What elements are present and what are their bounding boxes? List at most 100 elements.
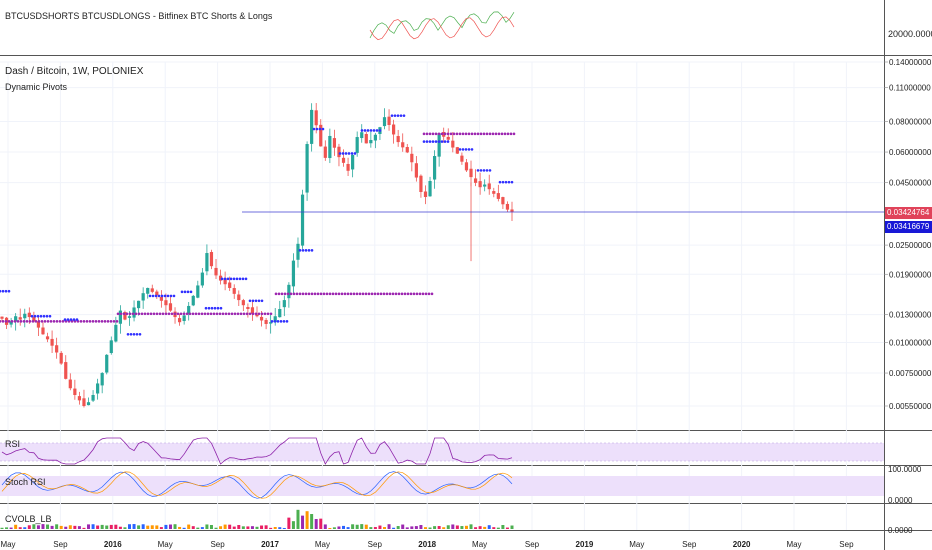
pivot-dot [470, 148, 474, 151]
top-mini-chart [369, 11, 515, 41]
pivot-dot [216, 306, 220, 310]
cvol-bar [360, 524, 364, 529]
x-tick-label: May [315, 540, 330, 549]
cvol-bar [36, 525, 40, 529]
pivot-dot [28, 320, 32, 323]
pivot-dot [245, 312, 249, 316]
pivot-dot [301, 292, 305, 296]
pivot-dot [251, 312, 255, 316]
cvol-bar [428, 527, 432, 529]
candle-body [273, 316, 277, 323]
cvol-bar [510, 525, 514, 529]
pivot-dot [319, 292, 323, 296]
pivot-dot [488, 169, 492, 172]
pivot-dot [233, 312, 237, 316]
candle-body [446, 136, 450, 140]
cvol-bar [178, 526, 182, 529]
pivot-dot [282, 320, 286, 323]
candle-body [45, 336, 50, 340]
pivot-dot [33, 314, 37, 318]
cvol-bar [100, 524, 104, 529]
cvol-bar [264, 525, 268, 529]
candle-body [478, 181, 482, 188]
pivot-dot [238, 277, 242, 281]
pivot-dot [325, 292, 329, 296]
pivot-dot [236, 312, 240, 316]
pivot-dot [378, 129, 382, 132]
pivot-dot [394, 292, 398, 296]
pivot-dot [75, 318, 79, 321]
candle-body [200, 272, 204, 286]
pivot-dot [292, 292, 296, 296]
pivot-dot [277, 292, 281, 296]
pivot-dot [446, 140, 450, 143]
pivot-dot [146, 312, 150, 316]
pivot-dot [197, 312, 201, 316]
pivot-dot [170, 312, 174, 316]
cvol-bar [0, 527, 4, 529]
pivot-dot [318, 127, 322, 131]
pivot-dot [248, 299, 252, 303]
cvol-bar [196, 527, 200, 529]
x-tick-label: Sep [839, 540, 854, 549]
pivot-dot [129, 332, 133, 336]
cvol-bar [387, 524, 391, 529]
candle-body [73, 388, 77, 395]
pivot-dot [232, 277, 236, 281]
cvol-bar [91, 524, 95, 529]
cvol-bar [18, 527, 22, 529]
pivot-dot [176, 312, 180, 316]
cvol-bar [9, 527, 13, 529]
cvol-bar [442, 527, 446, 529]
pivot-dot [116, 312, 120, 316]
cvol-bar [205, 524, 209, 529]
candle-body [319, 124, 323, 147]
pivot-dot [375, 129, 379, 132]
pivot-dot [169, 294, 173, 298]
candle-body [396, 136, 400, 143]
pivot-dot [382, 292, 386, 296]
cvol-bar [483, 526, 487, 529]
cvol-bar [501, 525, 505, 529]
candle-body [237, 294, 241, 301]
candle-body [269, 322, 273, 324]
pivot-dot [422, 132, 426, 136]
pivot-dot [119, 312, 123, 316]
pivot-dot [455, 132, 459, 136]
pivot-dot [458, 132, 462, 136]
candle-body [392, 124, 396, 135]
pivot-dot [346, 292, 350, 296]
candle-body [77, 396, 82, 401]
candle-body [473, 178, 478, 183]
pivot-dot [4, 320, 8, 323]
pivot-dot [151, 294, 155, 298]
x-tick-label: Sep [53, 540, 68, 549]
cvol-bar [55, 524, 59, 529]
pivot-dot [134, 312, 138, 316]
pivot-dot [126, 332, 130, 336]
pivot-dot [251, 299, 255, 303]
pivot-dot [500, 132, 504, 136]
cvol-bar [155, 525, 159, 529]
candle-body [310, 109, 314, 144]
cvol-bar [496, 527, 500, 529]
pivot-dot [464, 132, 468, 136]
candle-body [196, 285, 200, 298]
y-tick-label: 0.01300000 [889, 311, 932, 320]
pivot-dot [149, 312, 153, 316]
pivot-dot [437, 132, 441, 136]
pivot-dot [209, 312, 213, 316]
pivot-dot [467, 132, 471, 136]
cvol-bar [219, 526, 223, 529]
pivot-dot [494, 132, 498, 136]
candle-body [50, 338, 54, 346]
pivot-dot [464, 148, 468, 151]
candle-body [223, 278, 227, 285]
candle-body [187, 305, 191, 314]
candle-body [382, 117, 387, 127]
candle-body [127, 316, 132, 318]
pivot-dot [364, 292, 368, 296]
pivot-dot [461, 148, 465, 151]
candle-body [278, 309, 282, 318]
pivot-dot [431, 132, 435, 136]
